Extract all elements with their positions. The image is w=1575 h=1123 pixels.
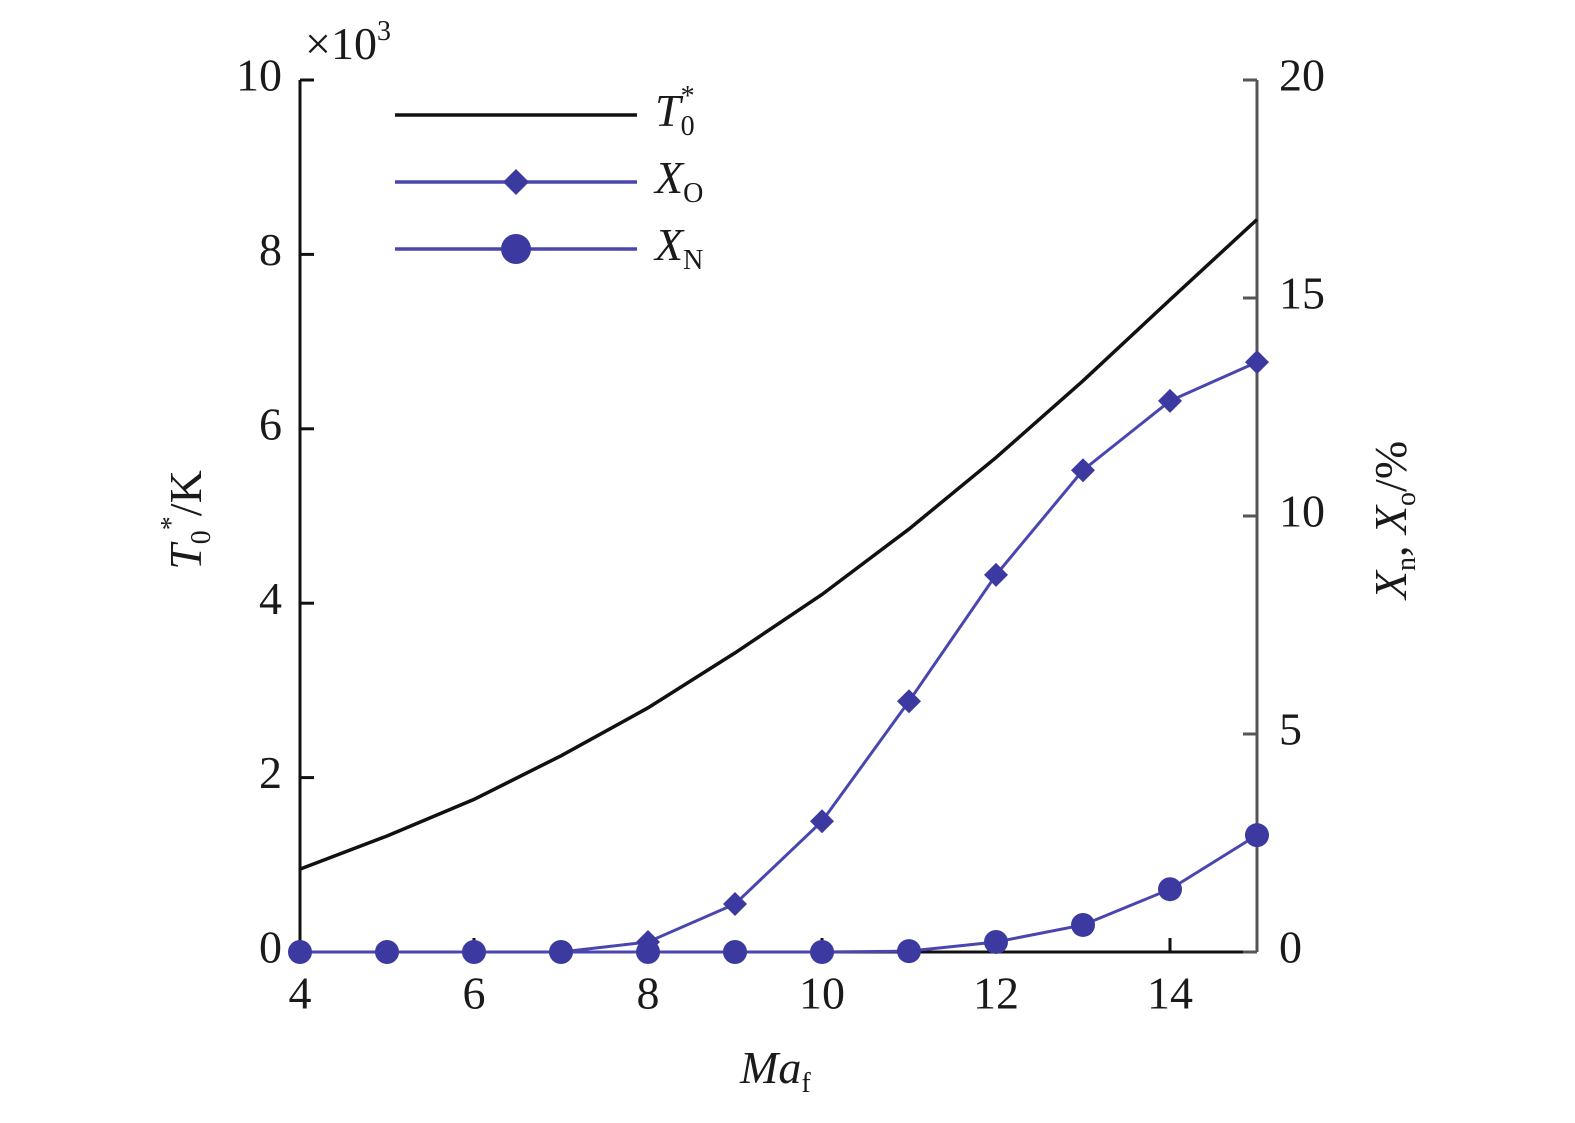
- y-label-unit: /K: [160, 470, 211, 516]
- x-tick-label: 14: [1147, 968, 1193, 1019]
- circle-marker: [288, 940, 312, 964]
- x-tick-label: 6: [463, 968, 486, 1019]
- series-line: [299, 218, 1259, 871]
- y2-tick-label: 15: [1279, 268, 1325, 319]
- legend-name: T: [655, 85, 684, 136]
- y-label-sub: 0: [186, 530, 217, 544]
- x-tick-label: 4: [289, 968, 312, 1019]
- legend-label: T0*: [655, 81, 695, 142]
- circle-marker: [984, 929, 1008, 954]
- x-label-main: Ma: [739, 1042, 801, 1093]
- y2-tick-label: 10: [1279, 486, 1325, 537]
- x-tick-label: 8: [637, 968, 660, 1019]
- y2-label-unit: /%: [1365, 441, 1416, 492]
- circle-marker: [501, 234, 531, 264]
- y-tick-label: 10: [236, 50, 282, 101]
- y2-label-sub2: o: [1391, 492, 1422, 506]
- y2-tick-label: 5: [1279, 704, 1302, 755]
- y-axis-label: T0*/K: [156, 470, 217, 570]
- series-line: [300, 833, 1258, 954]
- circle-marker: [462, 940, 486, 964]
- legend-name: X: [653, 152, 685, 203]
- y-tick-label: 8: [259, 224, 282, 275]
- circle-marker: [636, 940, 660, 964]
- circle-marker: [549, 940, 573, 964]
- circle-marker: [897, 939, 921, 964]
- y2-label-sep: ,: [1365, 534, 1416, 557]
- x-tick-label: 12: [973, 968, 1019, 1019]
- multiplier: ×103: [305, 16, 391, 68]
- diamond-marker: [1071, 458, 1095, 483]
- legend-label: XN: [653, 219, 703, 277]
- multiplier-base: ×10: [305, 18, 377, 69]
- legend-sub: 0: [681, 111, 695, 142]
- legend-name: X: [653, 219, 685, 270]
- circle-marker: [1071, 912, 1095, 937]
- y2-label-sub1: n: [1391, 557, 1422, 571]
- y-tick-label: 4: [259, 573, 282, 624]
- y2-label-main1: X: [1365, 569, 1416, 601]
- y2-tick-label: 0: [1279, 922, 1302, 973]
- legend-sub: O: [683, 178, 703, 209]
- circle-marker: [375, 940, 399, 964]
- legend-sup: *: [681, 81, 695, 112]
- legend-sub: N: [683, 245, 703, 276]
- x-label-sub: f: [801, 1068, 811, 1099]
- circle-marker: [1158, 877, 1182, 902]
- diamond-marker: [984, 562, 1008, 587]
- diamond-marker: [1158, 388, 1182, 413]
- x-axis-label: Maf: [739, 1042, 811, 1100]
- y-label-sup: *: [156, 516, 187, 530]
- legend-label: XO: [653, 152, 703, 210]
- y2-tick-label: 20: [1279, 50, 1325, 101]
- circle-marker: [1245, 823, 1269, 848]
- y-tick-label: 6: [259, 398, 282, 449]
- y-tick-label: 2: [259, 747, 282, 798]
- diamond-marker: [897, 689, 921, 714]
- series-line: [300, 360, 1258, 954]
- y2-label-main2: X: [1365, 504, 1416, 536]
- multiplier-exponent: 3: [377, 16, 391, 47]
- y2-axis-label: Xn, Xo/%: [1365, 441, 1423, 601]
- y-tick-label: 0: [259, 922, 282, 973]
- diamond-marker: [503, 169, 529, 195]
- circle-marker: [723, 940, 747, 964]
- y-label-main: T: [160, 541, 211, 570]
- diamond-marker: [810, 809, 834, 834]
- x-tick-label: 10: [799, 968, 845, 1019]
- circle-marker: [810, 940, 834, 964]
- diamond-marker: [1245, 350, 1269, 375]
- diamond-marker: [723, 892, 747, 917]
